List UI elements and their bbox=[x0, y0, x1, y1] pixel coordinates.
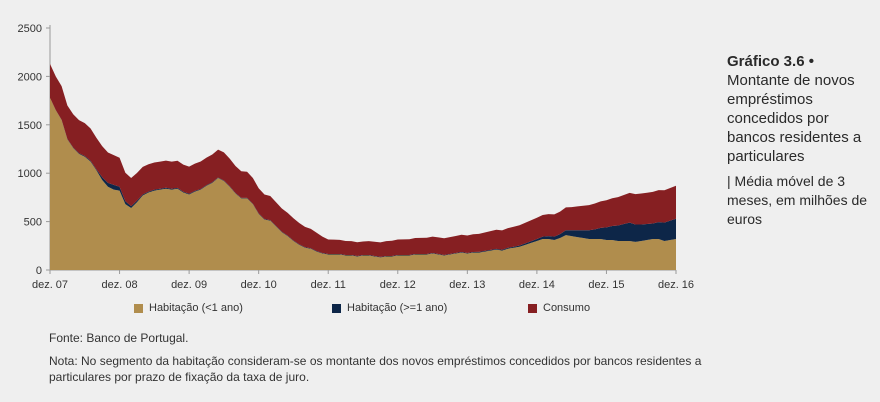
legend-swatch-habitacao-ge1 bbox=[332, 303, 341, 313]
figure-unit: | Média móvel de 3 meses, em milhões de … bbox=[727, 173, 868, 227]
legend-label: Habitação (<1 ano) bbox=[149, 302, 243, 314]
y-tick-label: 0 bbox=[36, 265, 42, 277]
legend-item-consumo: Consumo bbox=[528, 302, 590, 314]
chart-caption: Gráfico 3.6 • Montante de novos emprésti… bbox=[727, 52, 877, 229]
x-tick-label: dez. 07 bbox=[32, 279, 68, 291]
y-tick-label: 2500 bbox=[18, 23, 42, 35]
y-tick-label: 1000 bbox=[18, 168, 42, 180]
figure-number: Gráfico 3.6 • bbox=[727, 53, 814, 70]
y-tick-label: 2000 bbox=[18, 71, 42, 83]
y-tick-label: 1500 bbox=[18, 120, 42, 132]
x-tick-label: dez. 15 bbox=[588, 279, 624, 291]
stacked-area-chart: 0 500 1000 1500 2000 2500 dez. 07 dez. 08 dez. 0… bbox=[18, 23, 695, 291]
chart-tick-labels: 0 500 1000 1500 2000 2500 dez. 07 dez. 08 dez. 0… bbox=[18, 23, 695, 291]
x-tick-label: dez. 13 bbox=[449, 279, 485, 291]
legend-label: Habitação (>=1 ano) bbox=[347, 302, 448, 314]
area-habitacao-lt1 bbox=[50, 97, 676, 270]
legend-label: Consumo bbox=[543, 302, 591, 314]
x-tick-label: dez. 08 bbox=[102, 279, 138, 291]
legend-swatch-habitacao-lt1 bbox=[134, 303, 143, 313]
figure-title: Montante de novos empréstimos concedidos… bbox=[727, 72, 862, 165]
chart-areas bbox=[50, 63, 676, 270]
x-tick-label: dez. 11 bbox=[311, 279, 346, 291]
legend-item-habitacao-lt1: Habitação (<1 ano) bbox=[134, 302, 243, 314]
x-tick-label: dez. 16 bbox=[658, 279, 694, 291]
legend-swatch-consumo bbox=[528, 303, 537, 313]
chart-notes: Fonte: Banco de Portugal. Nota: No segme… bbox=[49, 330, 709, 392]
legend-item-habitacao-ge1: Habitação (>=1 ano) bbox=[332, 302, 447, 314]
x-tick-label: dez. 09 bbox=[171, 279, 207, 291]
footnote: Nota: No segmento da habitação considera… bbox=[49, 354, 702, 384]
source-note: Fonte: Banco de Portugal. bbox=[49, 331, 189, 345]
x-tick-label: dez. 14 bbox=[519, 279, 555, 291]
x-tick-label: dez. 10 bbox=[241, 279, 277, 291]
y-tick-label: 500 bbox=[24, 217, 42, 229]
chart-legend: Habitação (<1 ano) Habitação (>=1 ano) C… bbox=[0, 302, 880, 322]
x-tick-label: dez. 12 bbox=[380, 279, 416, 291]
